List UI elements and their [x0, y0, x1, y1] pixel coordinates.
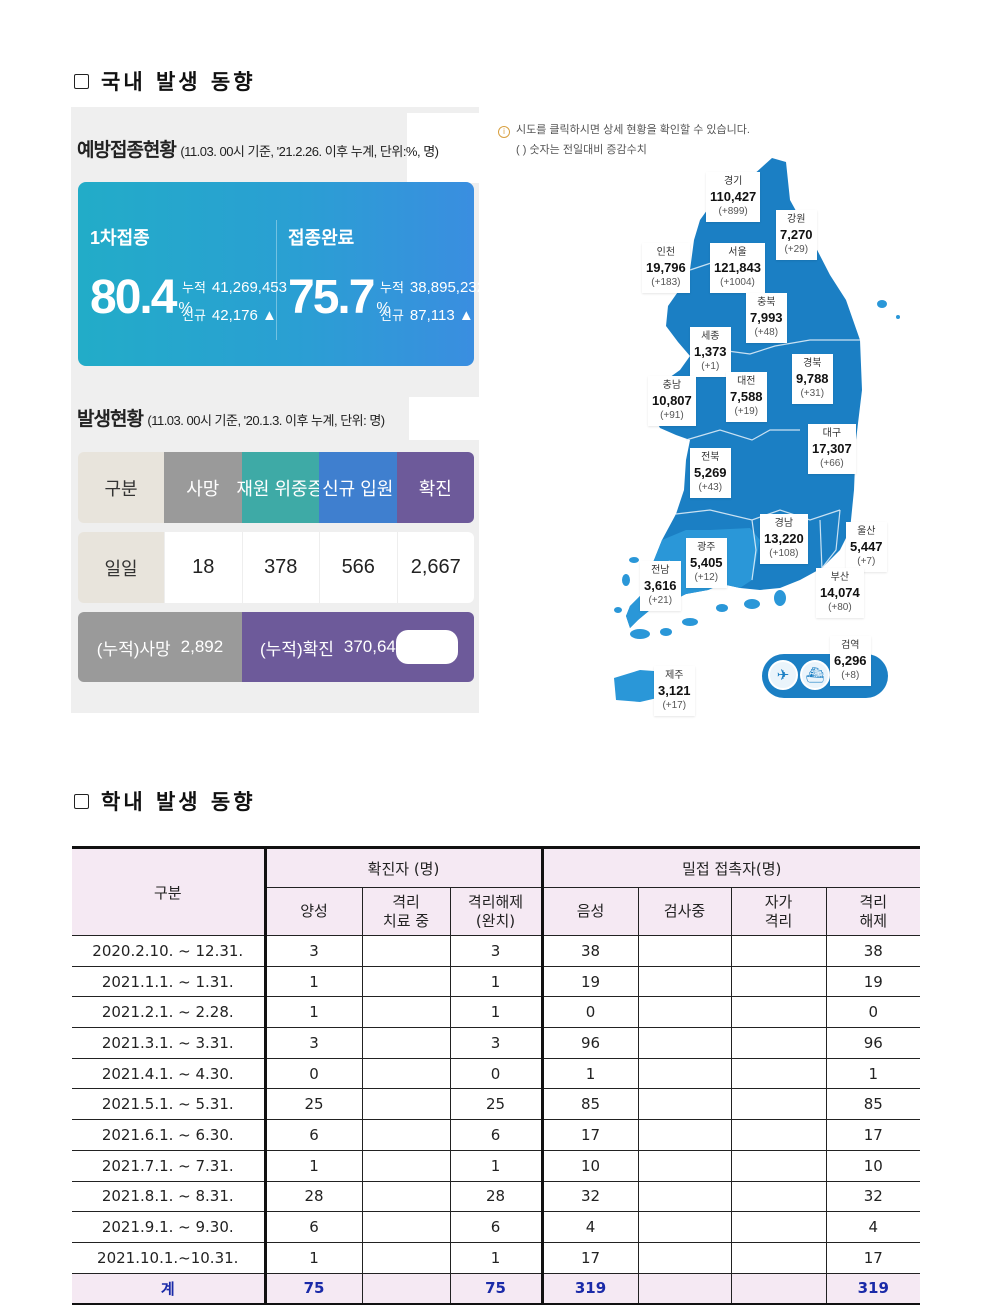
region-sejong[interactable]: 세종 1,373 (+1) [690, 327, 731, 377]
table-total-row: 계 75 75 319 319 [72, 1272, 920, 1305]
table-row: 2021.10.1.~10.31. 1 1 17 17 [72, 1241, 920, 1274]
occurrence-daily-row: 일일 18 378 566 2,667 [78, 532, 474, 603]
airplane-icon: ✈ [768, 660, 798, 690]
map-notice: i 시도를 클릭하시면 상세 현황을 확인할 수 있습니다. ( ) 숫자는 전일… [498, 120, 750, 160]
region-gyeongnam[interactable]: 경남 13,220 (+108) [760, 514, 808, 564]
region-gangwon[interactable]: 강원 7,270 (+29) [776, 210, 817, 260]
region-chungnam[interactable]: 충남 10,807 (+91) [648, 376, 696, 426]
region-seoul[interactable]: 서울 121,843 (+1004) [710, 243, 765, 293]
table-row: 2021.6.1. ~ 6.30. 6 6 17 17 [72, 1119, 920, 1151]
table-row: 2021.5.1. ~ 5.31. 25 25 85 85 [72, 1088, 920, 1121]
blank-pill [396, 630, 458, 664]
header-confirmed-group: 확진자 (명) [264, 846, 544, 888]
region-busan[interactable]: 부산 14,074 (+80) [816, 568, 864, 618]
cumulative-confirmed: (누적)확진 370,640 [242, 612, 474, 682]
header-released: 격리해제 (완치) [449, 887, 544, 936]
school-section-title: 학내 발생 동향 [74, 786, 256, 816]
table-row: 2021.9.1. ~ 9.30. 6 6 4 4 [72, 1211, 920, 1243]
info-icon: i [498, 126, 510, 138]
checkbox-square-icon [74, 73, 89, 89]
table-row: 2021.7.1. ~ 7.31. 1 1 10 10 [72, 1149, 920, 1182]
header-contact-released: 격리 해제 [825, 887, 920, 936]
region-gwangju[interactable]: 광주 5,405 (+12) [686, 538, 727, 588]
table-row: 2021.1.1. ~ 1.31. 1 1 19 19 [72, 965, 920, 998]
region-jeonbuk[interactable]: 전북 5,269 (+43) [690, 448, 731, 498]
table-row: 2021.4.1. ~ 4.30. 0 0 1 1 [72, 1057, 920, 1090]
cumulative-death: (누적)사망 2,892 [78, 612, 242, 682]
ship-icon: ⛴ [800, 660, 830, 690]
region-incheon[interactable]: 인천 19,796 (+183) [642, 243, 690, 293]
table-row: 2021.3.1. ~ 3.31. 3 3 96 96 [72, 1027, 920, 1059]
region-jeju[interactable]: 제주 3,121 (+17) [654, 666, 695, 716]
occurrence-header-row: 구분 사망 재원 위중증 신규 입원 확진 [78, 452, 474, 523]
region-gyeongbuk[interactable]: 경북 9,788 (+31) [792, 354, 833, 404]
occurrence-cumulative-row: (누적)사망 2,892 (누적)확진 370,640 [78, 612, 474, 682]
region-ulsan[interactable]: 울산 5,447 (+7) [846, 522, 887, 572]
header-positive: 양성 [265, 887, 363, 936]
header-contacts-group: 밀접 접촉자(명) [541, 846, 920, 888]
vaccination-card: 1차접종 80.4% 누적 41,269,453 신규 42,176 ▲ 접종완료 … [78, 182, 485, 366]
header-negative: 음성 [541, 887, 639, 936]
header-testing: 검사중 [637, 887, 732, 936]
occurrence-table: 구분 사망 재원 위중증 신규 입원 확진 일일 18 378 566 2,66… [78, 452, 474, 682]
region-chungbuk[interactable]: 충북 7,993 (+48) [746, 293, 787, 343]
region-gyeonggi[interactable]: 경기 110,427 (+899) [706, 172, 761, 222]
header-isolation-treatment: 격리 치료 중 [361, 887, 451, 936]
table-row: 2021.8.1. ~ 8.31. 28 28 32 32 [72, 1180, 920, 1213]
region-jeonnam[interactable]: 전남 3,616 (+21) [640, 561, 681, 611]
korea-map-area: i 시도를 클릭하시면 상세 현황을 확인할 수 있습니다. ( ) 숫자는 전일… [490, 110, 910, 730]
occurrence-heading: 발생현황 (11.03. 00시 기준, '20.1.3. 이후 누계, 단위:… [77, 409, 385, 430]
checkbox-square-icon [74, 793, 89, 809]
table-row: 2020.2.10. ~ 12.31. 3 3 38 38 [72, 935, 920, 967]
vaccination-heading: 예방접종현황 (11.03. 00시 기준, '21.2.26. 이후 누계, … [77, 140, 439, 161]
region-daegu[interactable]: 대구 17,307 (+66) [808, 424, 856, 474]
header-period: 구분 [72, 846, 267, 936]
region-daejeon[interactable]: 대전 7,588 (+19) [726, 372, 767, 422]
header-self-isolation: 자가 격리 [730, 887, 827, 936]
table-row: 2021.2.1. ~ 2.28. 1 1 0 0 [72, 996, 920, 1029]
region-quarantine[interactable]: 검역 6,296 (+8) [830, 636, 871, 686]
domestic-section-title: 국내 발생 동향 [74, 66, 256, 96]
school-cases-table: 구분 확진자 (명) 밀접 접촉자(명) 양성 격리 치료 중 격리해제 (완치) … [72, 846, 920, 1305]
domestic-stats-panel: 예방접종현황 (11.03. 00시 기준, '21.2.26. 이후 누계, … [71, 107, 485, 713]
